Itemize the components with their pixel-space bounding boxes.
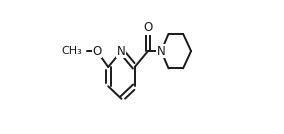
Text: O: O bbox=[92, 45, 102, 58]
Text: CH₃: CH₃ bbox=[62, 46, 83, 56]
Text: N: N bbox=[117, 45, 126, 58]
Text: N: N bbox=[157, 45, 166, 58]
Text: O: O bbox=[143, 21, 153, 34]
